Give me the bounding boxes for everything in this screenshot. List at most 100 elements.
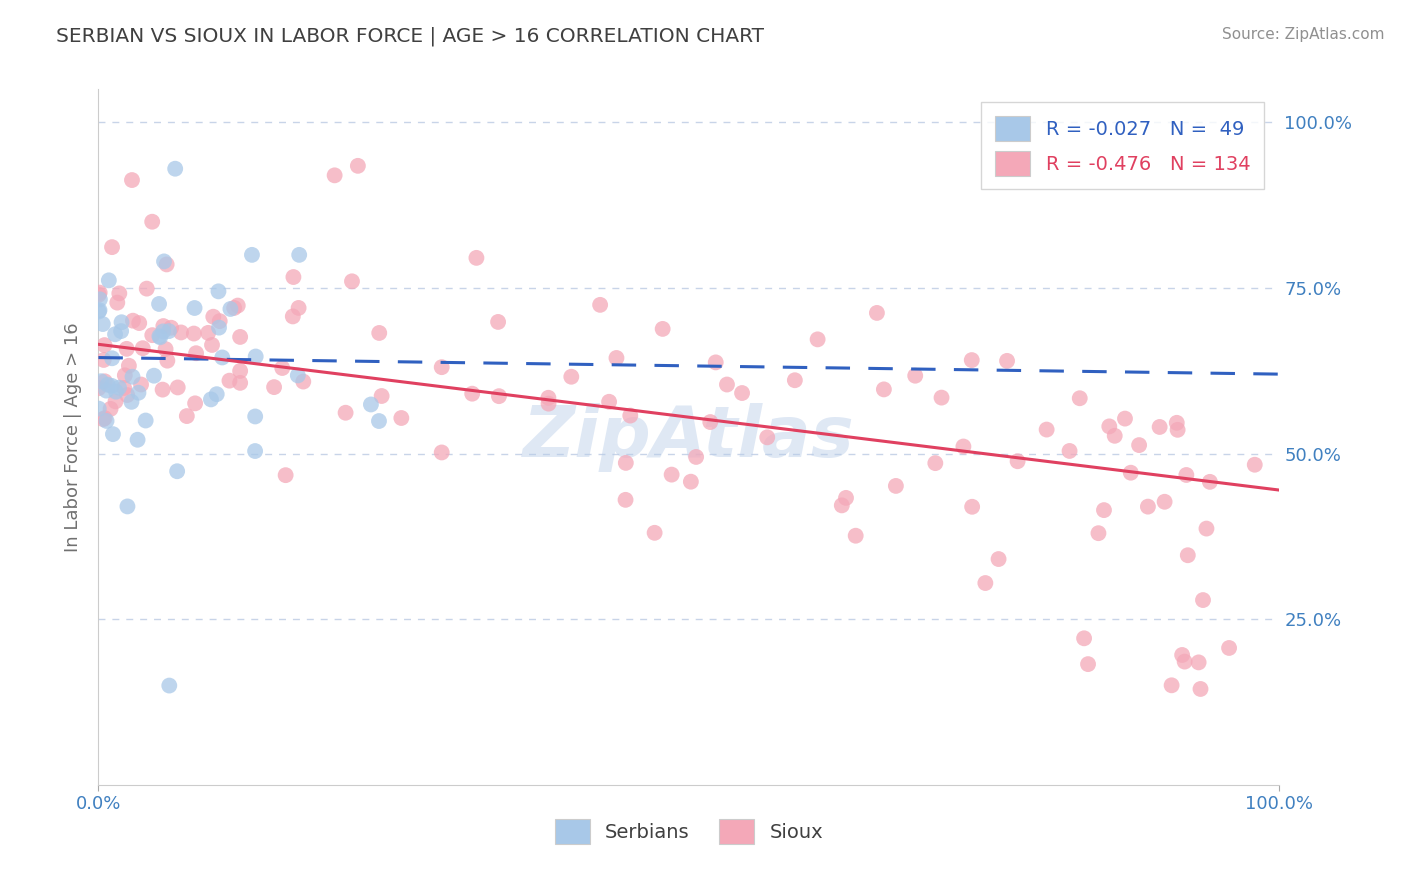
Point — [704, 355, 727, 369]
Point — [121, 369, 143, 384]
Point — [614, 492, 637, 507]
Point — [360, 397, 382, 411]
Point — [202, 310, 225, 324]
Point — [1119, 466, 1142, 480]
Point — [240, 248, 263, 262]
Point — [200, 392, 222, 407]
Point — [537, 397, 560, 411]
Point — [537, 391, 560, 405]
Point — [149, 330, 172, 344]
Point — [121, 173, 143, 187]
Point — [274, 468, 297, 483]
Point — [243, 409, 266, 424]
Point — [115, 388, 138, 402]
Point — [924, 456, 946, 470]
Point — [614, 456, 637, 470]
Point — [117, 500, 139, 514]
Point — [89, 303, 111, 318]
Point — [1092, 503, 1115, 517]
Point — [389, 411, 412, 425]
Point — [1073, 632, 1095, 646]
Point — [1188, 656, 1211, 670]
Point — [155, 342, 177, 356]
Point — [1153, 495, 1175, 509]
Point — [87, 381, 110, 395]
Point — [122, 314, 145, 328]
Point — [685, 450, 707, 464]
Point — [104, 394, 127, 409]
Point — [716, 377, 738, 392]
Point — [127, 385, 149, 400]
Point — [263, 380, 285, 394]
Point — [141, 215, 163, 229]
Point — [368, 414, 391, 428]
Point — [370, 389, 392, 403]
Point — [1059, 444, 1081, 458]
Point — [1149, 420, 1171, 434]
Point — [1077, 657, 1099, 672]
Point — [347, 159, 370, 173]
Point — [156, 353, 179, 368]
Point — [110, 324, 132, 338]
Point — [156, 257, 179, 271]
Point — [219, 301, 242, 316]
Point — [101, 427, 124, 442]
Point — [226, 299, 249, 313]
Point — [128, 316, 150, 330]
Point — [1007, 454, 1029, 468]
Point — [1069, 391, 1091, 405]
Point — [93, 338, 115, 352]
Text: Source: ZipAtlas.com: Source: ZipAtlas.com — [1222, 27, 1385, 42]
Point — [292, 375, 315, 389]
Point — [974, 576, 997, 591]
Point — [960, 353, 983, 368]
Point — [845, 529, 868, 543]
Point — [87, 304, 110, 318]
Point — [93, 411, 115, 425]
Point — [995, 354, 1018, 368]
Point — [90, 374, 112, 388]
Point — [176, 409, 198, 423]
Point — [1174, 655, 1197, 669]
Point — [160, 320, 183, 334]
Point — [152, 383, 174, 397]
Point — [87, 287, 110, 301]
Point — [207, 285, 229, 299]
Point — [699, 415, 721, 429]
Point — [807, 332, 830, 346]
Legend: Serbians, Sioux: Serbians, Sioux — [547, 811, 831, 852]
Point — [335, 406, 357, 420]
Point — [560, 369, 582, 384]
Point — [1166, 416, 1188, 430]
Point — [873, 383, 896, 397]
Point — [783, 373, 806, 387]
Point — [121, 394, 143, 409]
Point — [229, 364, 252, 378]
Point — [211, 351, 233, 365]
Point — [1192, 593, 1215, 607]
Point — [183, 326, 205, 341]
Point — [166, 380, 188, 394]
Point — [118, 359, 141, 373]
Point — [1243, 458, 1265, 472]
Point — [112, 381, 135, 395]
Point — [288, 248, 311, 262]
Point — [100, 401, 122, 416]
Point — [661, 467, 683, 482]
Point — [108, 286, 131, 301]
Point — [1218, 640, 1240, 655]
Point — [835, 491, 858, 505]
Point — [91, 317, 114, 331]
Point — [1114, 411, 1136, 425]
Point — [157, 324, 180, 338]
Point — [101, 240, 124, 254]
Point — [197, 326, 219, 340]
Point — [1098, 419, 1121, 434]
Point — [952, 440, 974, 454]
Point — [96, 414, 118, 428]
Point — [166, 464, 188, 478]
Point — [486, 315, 509, 329]
Y-axis label: In Labor Force | Age > 16: In Labor Force | Age > 16 — [63, 322, 82, 552]
Point — [831, 499, 853, 513]
Point — [135, 413, 157, 427]
